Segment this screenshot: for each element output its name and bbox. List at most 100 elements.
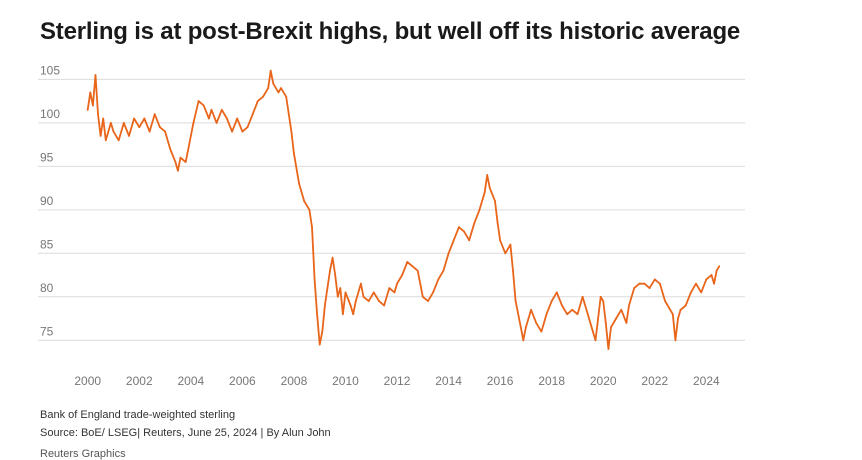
data-point	[514, 300, 517, 302]
data-point	[133, 117, 136, 120]
data-point	[509, 243, 512, 246]
data-point	[674, 339, 677, 342]
data-point	[336, 295, 339, 298]
data-point	[396, 282, 398, 285]
data-point	[280, 87, 282, 89]
data-point	[372, 291, 375, 294]
data-point	[625, 322, 628, 324]
data-point	[215, 122, 218, 124]
data-point	[246, 126, 249, 129]
y-tick-label: 85	[40, 237, 54, 251]
data-point	[349, 304, 352, 307]
data-point	[362, 295, 365, 298]
data-point	[442, 269, 445, 272]
data-point	[643, 282, 646, 285]
y-tick-label: 95	[40, 150, 54, 164]
data-point	[148, 130, 151, 133]
data-point	[427, 300, 429, 302]
data-point	[122, 122, 125, 124]
gridlines	[38, 78, 745, 341]
data-point	[143, 117, 146, 120]
data-point	[202, 104, 205, 107]
data-point	[226, 117, 228, 120]
data-point	[488, 187, 491, 190]
data-point	[628, 304, 630, 307]
data-point	[478, 208, 481, 211]
data-point	[308, 208, 311, 211]
x-axis: 2000 2002 2004 2006 2008 2010 2012 2014 2016 2018…	[74, 374, 720, 388]
data-point	[604, 322, 607, 324]
source-note: Source: BoE/ LSEG| Reuters, June 25, 202…	[40, 427, 331, 439]
data-point	[117, 139, 120, 142]
data-point	[452, 239, 455, 242]
data-point	[571, 308, 574, 311]
data-point	[311, 226, 313, 229]
data-point	[473, 222, 476, 224]
data-point	[164, 130, 167, 133]
data-point	[671, 313, 674, 316]
data-point	[602, 300, 605, 302]
x-tick-label: 2020	[590, 374, 617, 388]
data-point	[174, 161, 177, 163]
data-point	[690, 291, 692, 294]
data-point	[406, 261, 409, 263]
data-point	[92, 104, 94, 107]
data-point	[313, 278, 316, 281]
x-tick-label: 2010	[332, 374, 359, 388]
data-point	[607, 348, 610, 350]
data-point	[666, 304, 669, 307]
data-point	[468, 239, 471, 242]
x-tick-label: 2012	[384, 374, 411, 388]
data-point	[496, 222, 499, 224]
data-point	[576, 313, 579, 316]
data-point	[241, 130, 244, 133]
data-point	[718, 265, 721, 268]
data-point	[192, 122, 195, 124]
data-point	[555, 291, 558, 294]
data-point	[272, 82, 275, 85]
data-point	[519, 326, 522, 329]
data-point	[334, 274, 337, 276]
data-point	[102, 117, 105, 120]
data-point	[231, 130, 234, 133]
data-point	[277, 91, 280, 94]
data-point	[187, 148, 190, 150]
data-point	[648, 287, 651, 289]
x-tick-label: 2008	[281, 374, 308, 388]
data-point	[344, 291, 347, 294]
data-point	[89, 91, 92, 94]
data-point	[713, 282, 715, 285]
data-point	[251, 113, 254, 116]
x-tick-label: 2006	[229, 374, 256, 388]
data-point	[383, 304, 385, 307]
data-point	[388, 287, 391, 289]
data-point	[321, 330, 324, 333]
data-point	[710, 274, 713, 276]
data-point	[324, 304, 326, 307]
data-point	[220, 108, 223, 111]
data-point	[378, 300, 380, 302]
data-point	[339, 287, 342, 289]
data-point	[169, 148, 172, 150]
data-point	[159, 126, 161, 129]
y-tick-label: 75	[40, 324, 54, 338]
data-point	[99, 135, 102, 137]
y-axis: 75 80 85 90 95 100 105	[40, 63, 60, 338]
x-tick-label: 2002	[126, 374, 153, 388]
x-tick-label: 2022	[641, 374, 668, 388]
series-layer	[86, 69, 721, 350]
credit-note: Reuters Graphics	[40, 448, 126, 460]
data-point	[112, 130, 115, 133]
data-point	[664, 300, 666, 302]
data-point	[447, 252, 450, 255]
data-point	[329, 269, 331, 272]
data-point	[530, 308, 532, 311]
x-tick-label: 2004	[177, 374, 204, 388]
data-point	[416, 269, 419, 272]
data-point	[210, 108, 213, 111]
data-point	[298, 182, 300, 185]
data-point	[421, 295, 424, 298]
data-point	[550, 300, 553, 302]
data-point	[659, 282, 661, 285]
